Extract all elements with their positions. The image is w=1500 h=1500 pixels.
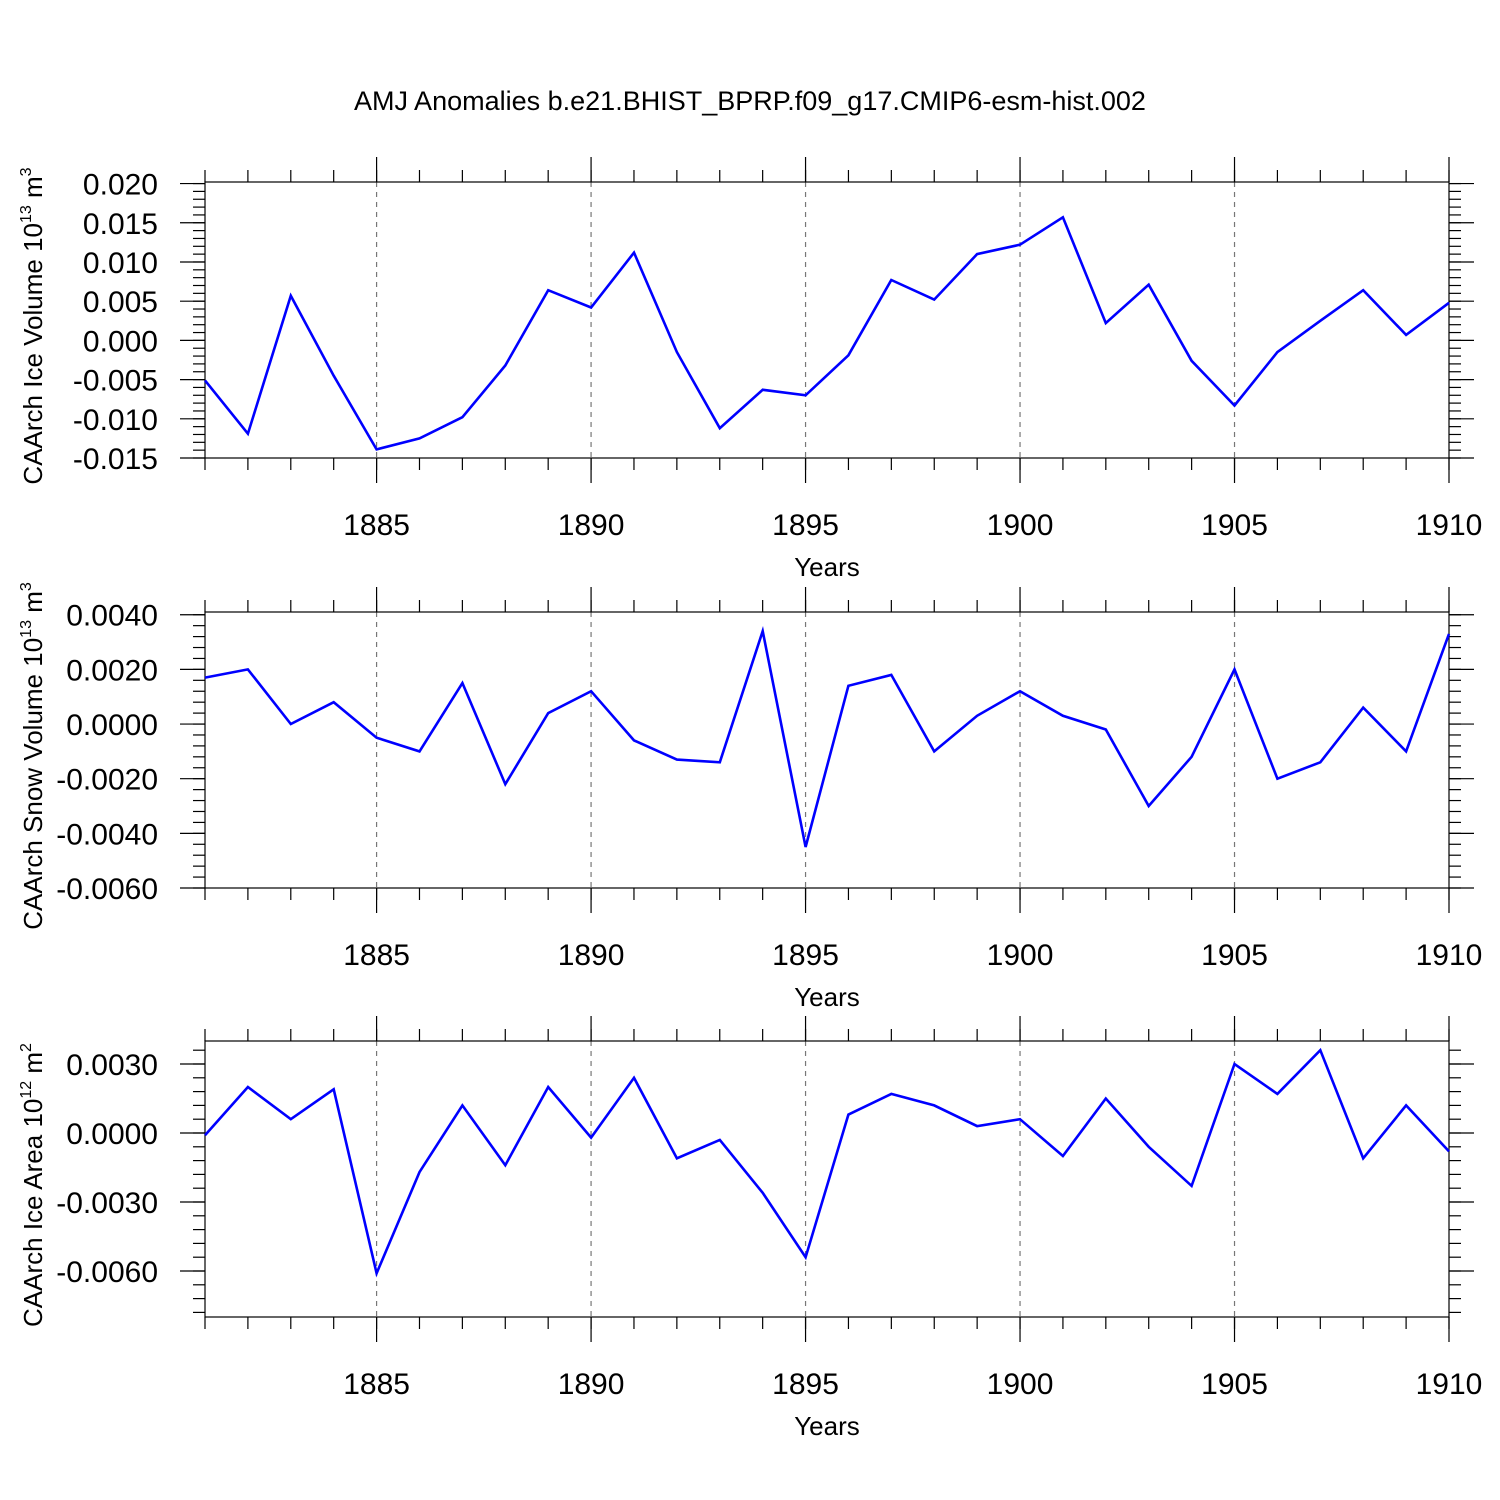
plot-frame	[204, 181, 1450, 459]
y-tick-label: 0.0000	[66, 1118, 158, 1151]
plot-frame	[204, 611, 1450, 889]
y-axis-label-unit: m	[18, 176, 48, 205]
y-axis-label-text: CAArch Snow Volume 10	[18, 638, 48, 930]
y-tick-label: -0.005	[73, 365, 158, 398]
y-tick-label: 0.0000	[66, 709, 158, 742]
y-tick-label: 0.015	[83, 208, 158, 241]
y-tick-label: 0.005	[83, 286, 158, 319]
y-tick-label: 0.020	[83, 169, 158, 202]
panel-3: 1885 1890 1895 1900 1905 1910 -0.0060 -0.0030 0.…	[18, 1016, 1482, 1441]
x-tick-label: 1885	[343, 939, 410, 972]
series-line	[204, 625, 1451, 848]
x-tick-label: 1910	[1416, 939, 1483, 972]
y-axis-label: CAArch Snow Volume 1013 m3	[18, 582, 48, 930]
y-tick-label: -0.015	[73, 443, 158, 476]
x-tick-label: 1905	[1201, 939, 1268, 972]
x-tick-label: 1895	[772, 509, 839, 542]
panel-2: 1885 1890 1895 1900 1905 1910 -0.0060 -0.0040 -0…	[18, 582, 1482, 1012]
x-tick-label: 1900	[987, 1368, 1054, 1401]
x-tick-label: 1910	[1416, 1368, 1483, 1401]
x-tick-label: 1885	[343, 509, 410, 542]
y-tick-label: -0.010	[73, 404, 158, 437]
x-tick-label: 1895	[772, 1368, 839, 1401]
x-axis-label: Years	[794, 982, 860, 1012]
y-axis-label-unit-exponent: 3	[18, 582, 35, 591]
y-axis-label-exponent: 12	[18, 1081, 35, 1099]
y-tick-label: 0.0030	[66, 1049, 158, 1082]
y-tick-label: -0.0020	[56, 764, 158, 797]
y-tick-label: -0.0030	[56, 1187, 158, 1220]
x-tick-label: 1905	[1201, 509, 1268, 542]
y-tick-label: 0.0040	[66, 600, 158, 633]
figure-title: AMJ Anomalies b.e21.BHIST_BPRP.f09_g17.C…	[354, 86, 1146, 116]
x-tick-label: 1900	[987, 509, 1054, 542]
y-axis-label: CAArch Ice Volume 1013 m3	[18, 167, 48, 484]
y-tick-label: 0.0020	[66, 654, 158, 687]
x-tick-label: 1910	[1416, 509, 1483, 542]
series-line	[204, 1047, 1450, 1278]
y-axis-label-unit-exponent: 2	[18, 1043, 35, 1052]
x-tick-label: 1905	[1201, 1368, 1268, 1401]
panel-1: 1885 1890 1895 1900 1905 1910 -0.015 -0.010 -0.0…	[18, 157, 1482, 582]
x-tick-label: 1890	[558, 1368, 625, 1401]
y-tick-label: -0.0040	[56, 818, 158, 851]
y-axis-label-unit: m	[18, 591, 48, 620]
panels: 1885 1890 1895 1900 1905 1910 -0.015 -0.010 -0.0…	[18, 157, 1482, 1441]
y-axis-label-exponent: 13	[18, 620, 35, 638]
x-axis-label: Years	[794, 552, 860, 582]
series-line	[203, 215, 1450, 451]
y-tick-label: 0.010	[83, 247, 158, 280]
y-axis-label-unit: m	[18, 1052, 48, 1081]
y-axis-label-unit-exponent: 3	[18, 167, 35, 176]
x-tick-label: 1885	[343, 1368, 410, 1401]
y-axis-label-text: CAArch Ice Volume 10	[18, 223, 48, 485]
x-axis-label: Years	[794, 1411, 860, 1441]
x-tick-label: 1900	[987, 939, 1054, 972]
y-axis-label-exponent: 13	[18, 205, 35, 223]
y-axis-label-text: CAArch Ice Area 10	[18, 1099, 48, 1327]
y-tick-label: -0.0060	[56, 1256, 158, 1289]
y-tick-label: 0.000	[83, 325, 158, 358]
x-tick-label: 1890	[558, 509, 625, 542]
plot-frame	[204, 1040, 1450, 1318]
y-axis-label: CAArch Ice Area 1012 m2	[18, 1043, 48, 1327]
x-tick-label: 1890	[558, 939, 625, 972]
x-tick-label: 1895	[772, 939, 839, 972]
y-tick-label: -0.0060	[56, 873, 158, 906]
